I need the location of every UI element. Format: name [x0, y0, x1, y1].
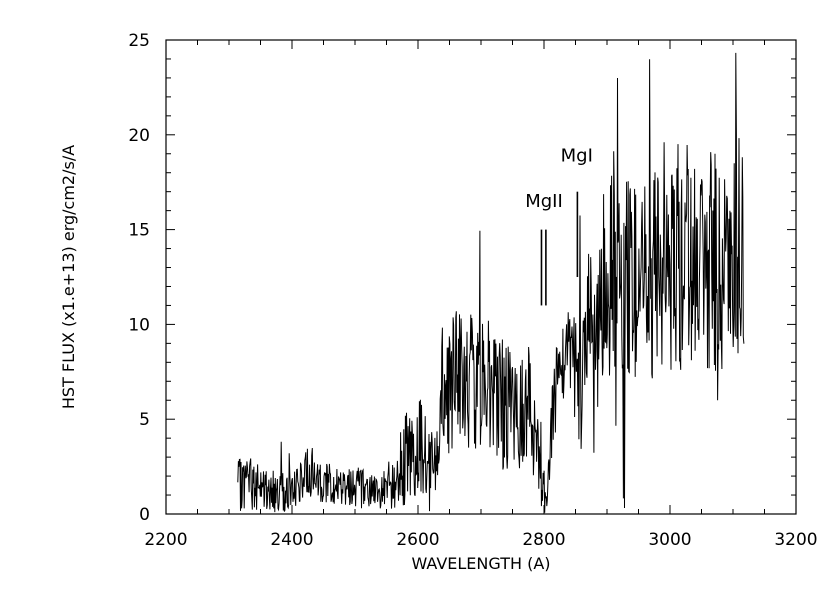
y-tick-label: 25 — [128, 31, 150, 51]
x-tick-label: 2400 — [270, 530, 313, 550]
axis-tick-labels: 2200 2400 2600 2800 3000 3200 0 5 10 15 20 25 — [128, 31, 817, 550]
x-tick-label: 2200 — [144, 530, 187, 550]
annotation-label: MgII — [525, 191, 563, 212]
y-tick-label: 10 — [128, 315, 150, 335]
x-tick-label: 3200 — [774, 530, 817, 550]
y-axis-label: HST FLUX (x1.e+13) erg/cm2/s/A — [59, 145, 78, 409]
axis-ticks — [165, 39, 797, 515]
x-tick-label: 2800 — [522, 530, 565, 550]
annotation-label: MgI — [561, 145, 593, 166]
x-tick-label: 3000 — [648, 530, 691, 550]
y-tick-label: 20 — [128, 126, 150, 146]
plot-frame — [165, 39, 797, 515]
y-tick-label: 0 — [139, 505, 150, 525]
flux-series-line — [237, 52, 745, 513]
y-tick-label: 5 — [139, 410, 150, 430]
x-tick-label: 2600 — [396, 530, 439, 550]
annotations: MgII MgI — [525, 145, 593, 306]
x-axis-label: WAVELENGTH (A) — [411, 554, 550, 573]
y-tick-label: 15 — [128, 221, 150, 241]
